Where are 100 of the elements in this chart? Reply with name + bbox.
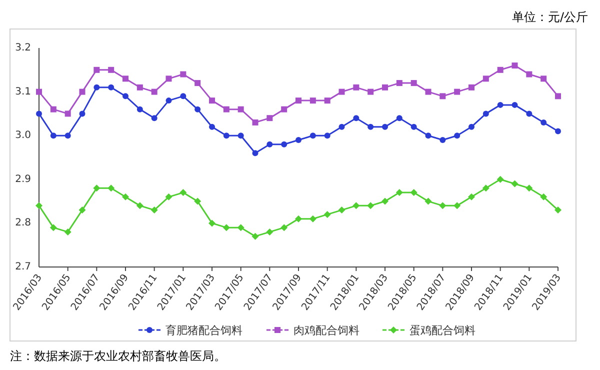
point: [108, 184, 115, 192]
point: [454, 202, 461, 210]
point: [36, 110, 42, 117]
legend-label: 育肥猪配合饲料: [166, 324, 242, 337]
point: [367, 202, 374, 210]
point: [209, 98, 215, 104]
point: [482, 110, 489, 117]
point: [238, 132, 244, 139]
point: [166, 98, 172, 104]
point: [425, 132, 432, 139]
point: [136, 106, 143, 112]
point: [410, 80, 417, 86]
point: [79, 88, 86, 95]
point: [151, 115, 158, 122]
point: [36, 88, 42, 95]
point: [396, 115, 402, 122]
text: 单位：元/公斤: [512, 10, 588, 24]
point: [64, 132, 71, 139]
point: [136, 84, 143, 90]
point: [310, 98, 316, 104]
y-tick-label: 3.1: [15, 86, 31, 98]
point: [94, 66, 100, 73]
point: [554, 206, 562, 214]
point: [497, 66, 504, 73]
point: [396, 80, 402, 86]
point: [151, 88, 158, 95]
point: [424, 198, 432, 205]
point: [50, 132, 56, 139]
point: [281, 106, 288, 112]
point: [540, 193, 548, 200]
point: [526, 110, 532, 117]
text: 注：数据来源于农业农村部畜牧兽医局。: [10, 349, 226, 363]
point: [237, 224, 244, 232]
point: [496, 176, 504, 183]
point: [150, 206, 158, 214]
point: [252, 150, 258, 156]
point: [439, 202, 446, 210]
point: [194, 198, 202, 205]
point: [78, 206, 86, 214]
point: [368, 88, 374, 95]
point: [512, 102, 518, 108]
point: [497, 102, 504, 108]
point: [454, 88, 460, 95]
point: [512, 62, 518, 69]
point: [425, 88, 432, 95]
point: [338, 206, 346, 214]
point: [122, 76, 128, 82]
point: [266, 228, 274, 236]
point: [122, 93, 128, 100]
point: [50, 224, 57, 232]
point: [540, 76, 547, 82]
point: [511, 180, 518, 188]
point: [280, 224, 288, 232]
point: [526, 184, 533, 192]
point: [353, 84, 360, 90]
point: [165, 193, 172, 200]
y-tick-label: 2.8: [15, 218, 31, 229]
point: [166, 76, 172, 82]
point: [223, 132, 230, 139]
point: [310, 132, 316, 139]
point: [296, 136, 302, 143]
point: [108, 66, 114, 73]
point: [338, 124, 345, 130]
point: [93, 184, 100, 192]
point: [468, 193, 475, 200]
point: [208, 220, 216, 227]
point: [540, 119, 547, 126]
point: [36, 202, 42, 210]
point: [482, 76, 489, 82]
point: [266, 115, 273, 122]
point: [555, 93, 561, 100]
legend-label: 蛋鸡配合饲料: [410, 324, 476, 337]
point: [468, 124, 474, 130]
point: [64, 110, 71, 117]
point: [454, 132, 460, 139]
legend-label: 肉鸡配合饲料: [294, 324, 360, 337]
point: [368, 124, 374, 130]
point: [382, 84, 388, 90]
point: [209, 124, 215, 130]
point: [324, 98, 330, 104]
point: [194, 80, 201, 86]
point: [295, 215, 302, 222]
point: [238, 106, 244, 112]
point: [266, 141, 273, 148]
point: [352, 202, 360, 210]
point: [338, 88, 345, 95]
point: [94, 84, 100, 90]
point: [180, 71, 186, 78]
point: [180, 93, 186, 100]
point: [122, 193, 129, 200]
point: [410, 189, 418, 196]
point: [223, 106, 230, 112]
point: [108, 84, 114, 90]
point: [324, 132, 330, 139]
point: [468, 84, 474, 90]
point: [194, 106, 201, 112]
point: [222, 224, 230, 232]
point: [281, 141, 288, 148]
point: [252, 232, 259, 240]
point: [555, 128, 561, 134]
